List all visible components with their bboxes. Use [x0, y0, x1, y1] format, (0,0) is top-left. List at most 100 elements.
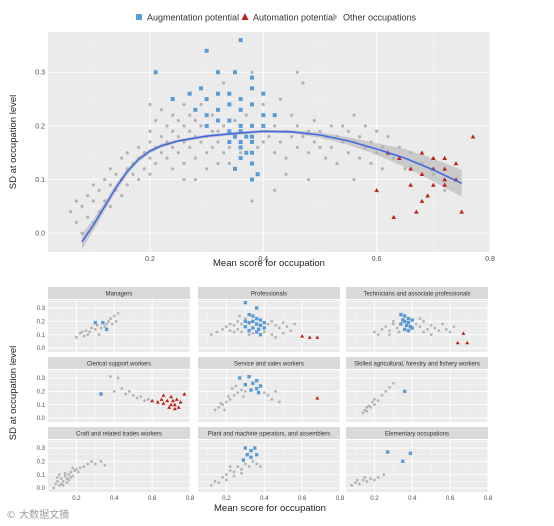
other-point: [418, 325, 422, 329]
augmentation-point: [256, 390, 261, 395]
other-point: [216, 140, 220, 144]
other-point: [222, 151, 226, 155]
facet-grid: Managers 0.0 0.1 0.2 0.3 Professionals Technic…: [8, 287, 493, 514]
y-tick-label: 0.1: [35, 177, 45, 184]
other-point: [210, 129, 214, 133]
other-point: [384, 389, 388, 393]
augmentation-point: [254, 452, 259, 457]
augmentation-point: [101, 320, 105, 325]
y-tick-label: 0.0: [37, 486, 46, 492]
augmentation-point: [254, 322, 259, 326]
augmentation-point: [410, 318, 414, 322]
other-point: [232, 393, 236, 397]
facet-plot: [346, 370, 489, 422]
augmentation-point: [244, 150, 249, 155]
automation-point: [171, 398, 175, 403]
automation-point: [461, 331, 466, 335]
other-point: [262, 391, 266, 395]
other-point: [95, 323, 99, 327]
other-point: [58, 483, 61, 487]
augmentation-point: [256, 327, 261, 332]
other-point: [75, 467, 78, 471]
y-axis-title: SD at occupation level: [8, 95, 19, 190]
augmentation-point: [402, 327, 407, 332]
augmentation-point: [243, 382, 248, 387]
augmentation-point: [399, 312, 403, 317]
other-point: [199, 102, 203, 107]
facet-plot: [346, 300, 489, 352]
automation-point: [169, 394, 174, 399]
other-point: [75, 335, 78, 339]
augmentation-point: [250, 150, 254, 155]
other-point: [112, 389, 116, 393]
other-point: [74, 220, 78, 225]
facet-title: Technicians and associate professionals: [363, 292, 470, 298]
augmentation-point: [262, 326, 266, 330]
other-point: [182, 161, 186, 166]
other-point: [285, 325, 289, 329]
automation-point: [174, 397, 179, 401]
automation-point: [470, 134, 476, 139]
y-tick-label: 0.0: [35, 231, 45, 238]
x-tick-label: 0.8: [485, 256, 495, 263]
augmentation-point: [404, 323, 409, 328]
other-point: [219, 401, 223, 405]
other-point: [418, 317, 422, 321]
other-point: [358, 135, 362, 139]
other-point: [91, 183, 95, 187]
legend-item: Automation potential: [241, 13, 335, 23]
other-point: [365, 405, 369, 409]
other-point: [242, 395, 245, 399]
other-point: [99, 459, 103, 463]
other-point: [188, 145, 192, 149]
other-point: [380, 145, 384, 149]
other-point: [236, 327, 240, 331]
augmentation-point: [255, 172, 260, 177]
augmentation-point: [193, 107, 198, 112]
other-point: [124, 392, 127, 396]
main-scatter-plot: 0.2 0.4 0.6 0.8 0.0 0.1 0.2 0.3 Mean score for o…: [8, 32, 495, 269]
other-point: [290, 135, 294, 139]
other-point: [148, 102, 152, 107]
other-point: [182, 177, 186, 182]
other-point: [274, 389, 277, 393]
augmentation-point: [406, 320, 411, 325]
other-point: [205, 167, 209, 171]
other-point: [225, 400, 228, 404]
augmentation-point: [258, 332, 263, 337]
augmentation-point: [93, 320, 98, 325]
other-point: [154, 161, 158, 166]
facet-plot: 0.0 0.1 0.2 0.3: [37, 300, 191, 352]
other-point: [391, 381, 395, 385]
augmentation-point: [233, 134, 237, 139]
other-point: [232, 474, 236, 478]
other-point: [193, 118, 197, 123]
other-point: [120, 194, 124, 198]
other-point: [131, 393, 135, 397]
automation-point: [397, 155, 402, 160]
main-panel: 0.2 0.4 0.6 0.8 0.0 0.1 0.2 0.3: [35, 32, 495, 263]
other-point: [221, 475, 224, 479]
other-point: [307, 129, 311, 133]
other-point: [165, 124, 169, 128]
other-point: [262, 330, 266, 334]
other-point: [228, 397, 232, 401]
facet-title: Managers: [106, 292, 133, 298]
other-point: [125, 183, 129, 187]
automation-point: [419, 198, 425, 203]
other-point: [176, 135, 180, 139]
other-point: [103, 177, 107, 182]
facet-strip: [48, 357, 190, 369]
other-point: [236, 391, 240, 395]
facet-plot: 0.2 0.4 0.6 0.8: [198, 440, 345, 502]
other-point: [365, 479, 369, 483]
other-point: [365, 409, 369, 413]
augmentation-point: [204, 113, 209, 118]
augmentation-point: [216, 107, 220, 112]
other-point: [429, 333, 433, 337]
augmentation-point: [243, 446, 248, 450]
other-point: [369, 477, 372, 481]
legend-item: Augmentation potential: [136, 13, 239, 23]
other-point: [84, 329, 88, 333]
other-point: [63, 474, 67, 478]
